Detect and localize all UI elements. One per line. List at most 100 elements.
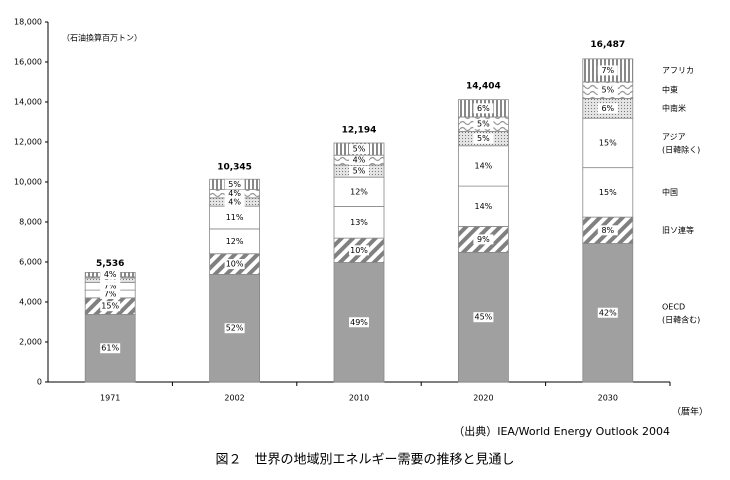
share-label: 15% <box>599 188 617 197</box>
share-label: 4% <box>228 189 241 198</box>
y-tick-label: 2,000 <box>19 338 42 347</box>
legend-note: (日韓含む) <box>662 314 700 324</box>
share-label: 61% <box>101 344 119 353</box>
y-tick-label: 10,000 <box>14 178 42 187</box>
x-tick-label: 2020 <box>473 394 493 403</box>
share-label: 7% <box>601 66 614 75</box>
label-box <box>224 323 245 334</box>
legend-label: 中東 <box>662 85 678 95</box>
label-box <box>473 103 494 114</box>
bar-segment <box>333 262 385 383</box>
share-label: 12% <box>350 187 368 196</box>
share-label: 5% <box>601 86 614 95</box>
legend-label: アフリカ <box>662 66 694 75</box>
share-label: 5% <box>353 167 366 176</box>
x-tick-label: 1971 <box>100 394 120 403</box>
share-label: 45% <box>475 313 493 322</box>
label-box <box>349 317 369 328</box>
label-box <box>349 186 369 197</box>
share-label: 11% <box>226 213 244 222</box>
label-box <box>473 160 494 171</box>
share-label: 10% <box>226 260 244 269</box>
label-box <box>100 269 121 280</box>
label-box <box>473 119 494 130</box>
x-tick-label: 2002 <box>224 394 244 403</box>
label-box <box>597 103 618 114</box>
legend-note: (日韓除く) <box>662 144 700 154</box>
x-label: （暦年） <box>672 406 708 418</box>
label-box <box>224 259 245 270</box>
share-label: 5% <box>228 180 241 189</box>
label-box <box>473 234 494 245</box>
share-label: 6% <box>601 104 614 113</box>
label-box <box>597 187 618 198</box>
label-box <box>100 343 121 354</box>
total-label: 10,345 <box>217 163 252 173</box>
label-box <box>597 85 618 96</box>
y-tick-label: 0 <box>37 378 42 387</box>
label-box <box>597 307 618 318</box>
label-box <box>100 281 121 292</box>
label-box <box>473 201 494 212</box>
share-label: 7% <box>104 289 117 298</box>
legend-label: 中国 <box>662 187 678 197</box>
share-label: 5% <box>477 120 490 129</box>
label-box <box>224 179 245 190</box>
legend-label: 旧ソ連等 <box>662 225 694 235</box>
label-box <box>100 288 121 299</box>
label-box <box>349 245 369 256</box>
bar-segment <box>457 185 509 227</box>
share-label: 42% <box>599 308 617 317</box>
x-tick-label: 2030 <box>598 394 618 403</box>
share-label: 15% <box>599 138 617 147</box>
label-box <box>349 144 369 155</box>
share-label: 4% <box>104 270 117 279</box>
label-box <box>224 197 245 207</box>
share-label: 6% <box>477 104 490 113</box>
label-box <box>597 65 618 76</box>
share-label: 7% <box>104 282 117 291</box>
share-label: 14% <box>475 202 493 211</box>
legend-label: OECD <box>662 302 685 311</box>
share-label: 5% <box>477 134 490 143</box>
share-label: 15% <box>101 302 119 311</box>
share-label: 8% <box>601 226 614 235</box>
source: （出典）IEA/World Energy Outlook 2004 <box>453 424 670 438</box>
y-tick-label: 8,000 <box>19 218 42 227</box>
total-label: 5,536 <box>96 259 124 269</box>
share-label: 4% <box>228 198 241 207</box>
caption: 図２ 世界の地域別エネルギー需要の推移と見通し <box>215 453 514 468</box>
unit-label: （石油換算百万トン） <box>62 33 142 43</box>
label-box <box>473 312 494 323</box>
share-label: 14% <box>475 161 493 170</box>
y-tick-label: 14,000 <box>14 98 42 107</box>
legend-label: 中南米 <box>662 103 686 113</box>
y-tick-label: 16,000 <box>14 58 42 67</box>
y-tick-label: 4,000 <box>19 298 42 307</box>
total-label: 12,194 <box>342 126 377 136</box>
share-label: 49% <box>350 318 368 327</box>
share-label: 13% <box>350 218 368 227</box>
y-tick-label: 18,000 <box>14 18 42 27</box>
label-box <box>100 301 121 312</box>
label-box <box>349 217 369 228</box>
label-box <box>473 133 494 144</box>
total-label: 16,487 <box>590 40 625 50</box>
total-label: 14,404 <box>466 81 501 91</box>
label-box <box>349 166 369 177</box>
y-tick-label: 6,000 <box>19 258 42 267</box>
y-tick-label: 12,000 <box>14 138 42 147</box>
legend-label: アジア <box>662 132 686 141</box>
label-box <box>597 137 618 148</box>
share-label: 12% <box>226 237 244 246</box>
share-label: 4% <box>353 156 366 165</box>
label-box <box>349 155 369 166</box>
share-label: 5% <box>353 145 366 154</box>
share-label: 52% <box>226 324 244 333</box>
label-box <box>224 212 245 223</box>
share-label: 10% <box>350 246 368 255</box>
share-label: 9% <box>477 235 490 244</box>
x-tick-label: 2010 <box>349 394 369 403</box>
label-box <box>597 225 618 236</box>
